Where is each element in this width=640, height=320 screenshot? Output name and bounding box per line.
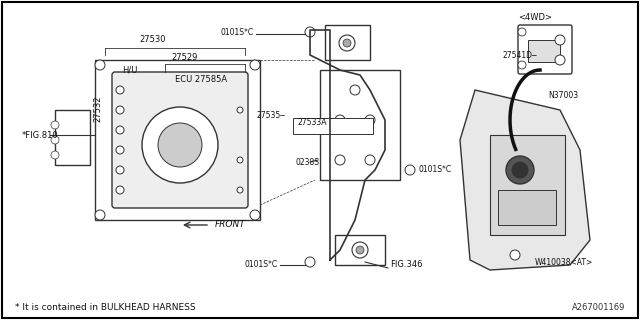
Bar <box>55 110 90 165</box>
Circle shape <box>356 246 364 254</box>
Circle shape <box>352 242 368 258</box>
Bar <box>95 60 260 220</box>
Circle shape <box>237 157 243 163</box>
Circle shape <box>339 35 355 51</box>
Circle shape <box>335 155 345 165</box>
Bar <box>293 118 373 134</box>
Circle shape <box>365 155 375 165</box>
Circle shape <box>250 210 260 220</box>
Circle shape <box>95 210 105 220</box>
FancyBboxPatch shape <box>112 72 248 208</box>
Text: *FIG.810: *FIG.810 <box>22 131 59 140</box>
Bar <box>325 25 370 60</box>
Circle shape <box>116 186 124 194</box>
Text: FIG.346: FIG.346 <box>390 260 422 269</box>
Bar <box>335 235 385 265</box>
Circle shape <box>405 165 415 175</box>
Circle shape <box>237 187 243 193</box>
Circle shape <box>350 85 360 95</box>
Text: W410038<AT>: W410038<AT> <box>535 258 593 267</box>
Bar <box>498 190 556 225</box>
Circle shape <box>305 27 315 37</box>
Circle shape <box>95 60 105 70</box>
Circle shape <box>158 123 202 167</box>
Text: ECU 27585A: ECU 27585A <box>175 75 227 84</box>
Circle shape <box>365 115 375 125</box>
Circle shape <box>518 61 526 69</box>
Bar <box>528 40 560 62</box>
Circle shape <box>335 115 345 125</box>
Bar <box>490 135 565 235</box>
Text: 27532: 27532 <box>93 95 102 122</box>
Circle shape <box>250 60 260 70</box>
Text: 27541D─: 27541D─ <box>502 51 536 60</box>
Text: 0238S: 0238S <box>295 158 319 167</box>
Text: * It is contained in BULKHEAD HARNESS: * It is contained in BULKHEAD HARNESS <box>15 303 196 312</box>
Circle shape <box>116 126 124 134</box>
Circle shape <box>116 146 124 154</box>
Circle shape <box>555 35 565 45</box>
Text: A267001169: A267001169 <box>572 303 625 312</box>
FancyBboxPatch shape <box>518 25 572 74</box>
Circle shape <box>237 107 243 113</box>
Circle shape <box>51 151 59 159</box>
Text: 27529: 27529 <box>172 53 198 62</box>
Text: 0101S*C: 0101S*C <box>245 260 278 269</box>
Text: 27530: 27530 <box>140 35 166 44</box>
Text: 0101S*C: 0101S*C <box>221 28 254 37</box>
Circle shape <box>512 162 528 178</box>
Circle shape <box>506 156 534 184</box>
Text: <4WD>: <4WD> <box>518 13 552 22</box>
Circle shape <box>116 166 124 174</box>
Circle shape <box>510 250 520 260</box>
Text: N37003: N37003 <box>548 91 578 100</box>
Polygon shape <box>460 90 590 270</box>
Circle shape <box>518 28 526 36</box>
Circle shape <box>116 86 124 94</box>
Circle shape <box>305 257 315 267</box>
Text: 0101S*C: 0101S*C <box>418 165 451 174</box>
Circle shape <box>51 121 59 129</box>
Circle shape <box>555 55 565 65</box>
Text: 27535─: 27535─ <box>256 111 285 120</box>
Circle shape <box>116 106 124 114</box>
Circle shape <box>343 39 351 47</box>
Text: FRONT: FRONT <box>215 220 246 229</box>
Bar <box>320 70 400 180</box>
Circle shape <box>51 136 59 144</box>
Text: H/U: H/U <box>122 65 138 74</box>
Circle shape <box>142 107 218 183</box>
Text: 27533A: 27533A <box>297 118 326 127</box>
